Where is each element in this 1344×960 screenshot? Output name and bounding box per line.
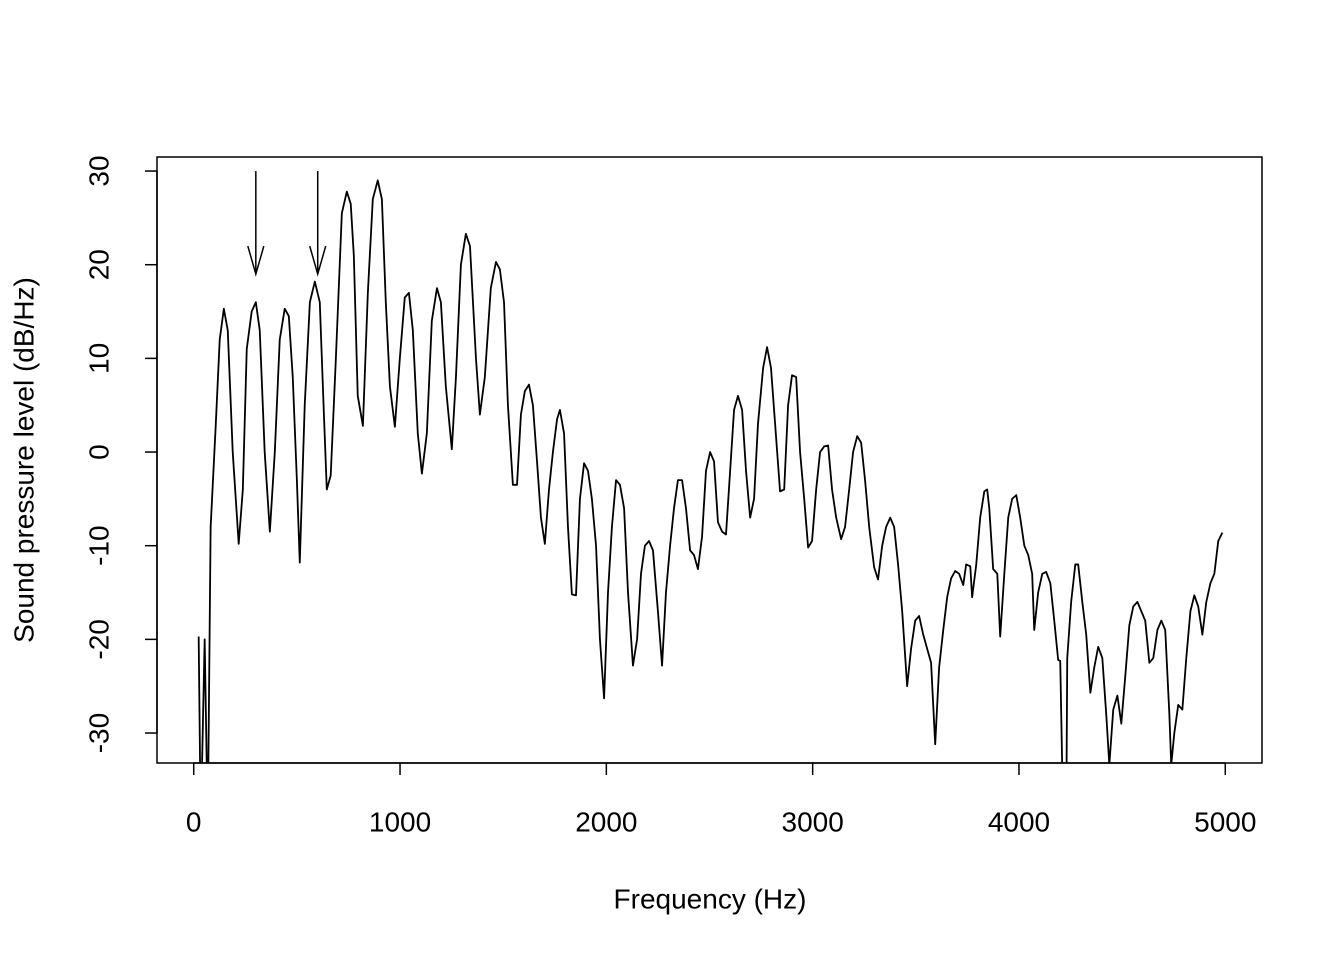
plot-box	[156, 156, 1263, 764]
y-tick-label: -20	[83, 619, 114, 659]
y-tick-label: 0	[83, 444, 114, 460]
x-tick-label: 4000	[988, 806, 1050, 837]
y-tick-label: -10	[83, 525, 114, 565]
x-tick-label: 3000	[782, 806, 844, 837]
arrow	[247, 171, 265, 277]
x-axis-label: Frequency (Hz)	[614, 883, 807, 914]
y-tick-label: 10	[83, 343, 114, 374]
spectrum-line	[197, 179, 1224, 763]
y-tick-label: 20	[83, 249, 114, 280]
arrow-head	[247, 245, 265, 277]
arrow-head	[308, 245, 327, 277]
y-axis-label: Sound pressure level (dB/Hz)	[8, 277, 39, 643]
x-tick-label: 2000	[575, 806, 637, 837]
y-tick-label: -30	[83, 713, 114, 753]
arrow	[308, 171, 327, 277]
x-tick-label: 0	[186, 806, 202, 837]
x-tick-label: 5000	[1194, 806, 1256, 837]
x-tick-label: 1000	[369, 806, 431, 837]
y-tick-label: 30	[83, 155, 114, 186]
